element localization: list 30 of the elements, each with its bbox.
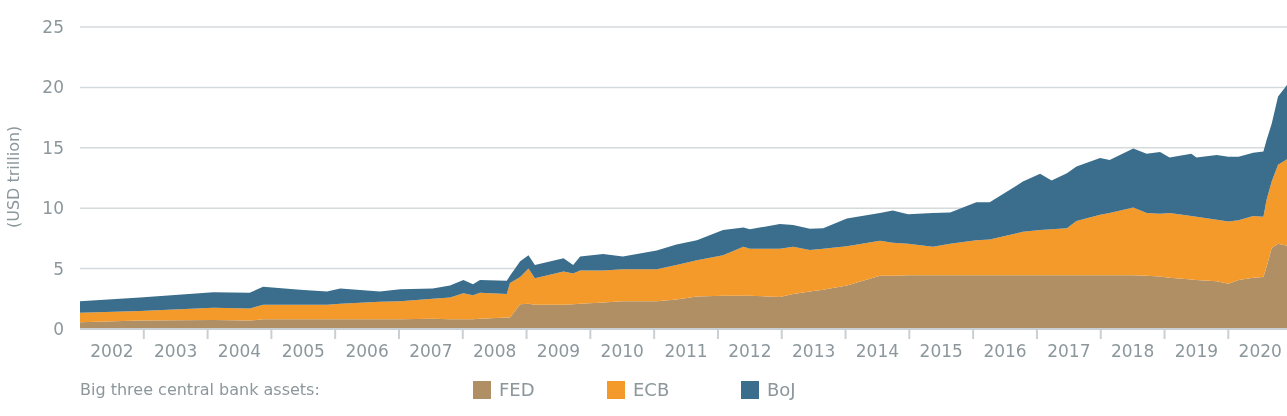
x-tick-label: 2016 xyxy=(983,341,1027,361)
x-tick-label: 2017 xyxy=(1047,341,1091,361)
x-tick-label: 2019 xyxy=(1174,341,1219,361)
x-tick-label: 2020 xyxy=(1238,341,1282,361)
legend-label: ECB xyxy=(633,379,670,400)
x-tick-label: 2003 xyxy=(154,341,198,361)
x-tick-label: 2005 xyxy=(281,341,325,361)
legend-title: Big three central bank assets: xyxy=(80,380,321,399)
y-tick-label: 25 xyxy=(42,17,64,38)
x-tick-label: 2008 xyxy=(473,341,517,361)
y-tick-label: 10 xyxy=(42,198,64,219)
x-tick-label: 2002 xyxy=(90,341,134,361)
x-tick-label: 2007 xyxy=(409,341,453,361)
x-tick-label: 2009 xyxy=(536,341,581,361)
x-tick-label: 2010 xyxy=(600,341,644,361)
x-tick-label: 2015 xyxy=(919,341,963,361)
y-tick-label: 0 xyxy=(53,319,64,340)
y-tick-label: 5 xyxy=(53,258,64,279)
y-axis-title: (USD trillion) xyxy=(3,125,23,228)
x-tick-label: 2013 xyxy=(792,341,836,361)
legend-label: BoJ xyxy=(767,379,796,400)
y-tick-label: 15 xyxy=(42,137,64,158)
x-tick-label: 2011 xyxy=(664,341,708,361)
x-tick-label: 2012 xyxy=(728,341,772,361)
x-tick-label: 2004 xyxy=(217,341,262,361)
legend-label: FED xyxy=(499,379,535,400)
x-tick-label: 2014 xyxy=(855,341,900,361)
y-tick-label: 20 xyxy=(42,77,64,98)
x-tick-label: 2018 xyxy=(1110,341,1155,361)
x-tick-label: 2006 xyxy=(345,341,389,361)
